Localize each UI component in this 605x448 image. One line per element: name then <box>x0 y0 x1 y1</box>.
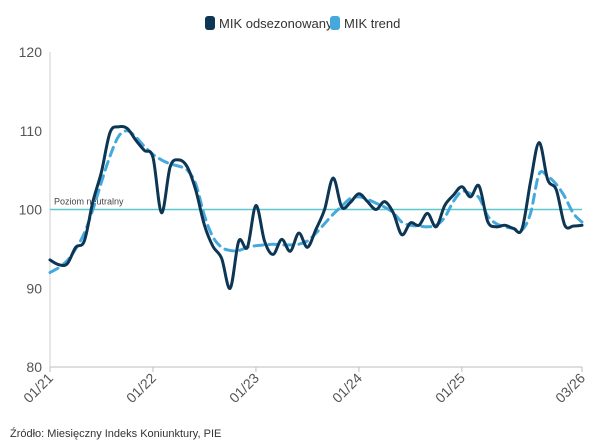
y-tick-label: 120 <box>19 44 43 60</box>
legend: MIK odsezonowany MIK trend <box>205 16 400 31</box>
reference-line-group: Poziom neutralny <box>50 197 582 211</box>
legend-label-seasonal: MIK odsezonowany <box>219 16 333 31</box>
series-layer <box>48 124 584 290</box>
x-tick-label: 01/25 <box>432 370 468 406</box>
legend-label-trend: MIK trend <box>344 16 400 31</box>
x-tick-label: 01/23 <box>226 370 262 406</box>
series-line-trend <box>48 129 584 274</box>
reference-line-label: Poziom neutralny <box>54 197 124 207</box>
x-axis: 01/21 01/22 01/23 01/24 01/25 03/26 <box>20 366 588 406</box>
legend-swatch-seasonal <box>205 16 215 30</box>
legend-swatch-trend <box>330 16 340 30</box>
source-note: Źródło: Miesięczny Indeks Koniunktury, P… <box>10 427 221 440</box>
x-tick-label: 01/21 <box>20 370 56 406</box>
y-tick-label: 110 <box>20 123 43 139</box>
y-axis: 80 90 100 110 120 <box>19 44 51 375</box>
y-tick-label: 90 <box>26 280 42 296</box>
x-tick-label: 01/24 <box>329 370 365 406</box>
series-line-seasonal <box>48 124 584 290</box>
x-tick-label: 01/22 <box>123 370 159 406</box>
y-tick-label: 80 <box>26 359 42 375</box>
x-tick-label: 03/26 <box>552 370 588 406</box>
y-tick-label: 100 <box>19 202 43 218</box>
